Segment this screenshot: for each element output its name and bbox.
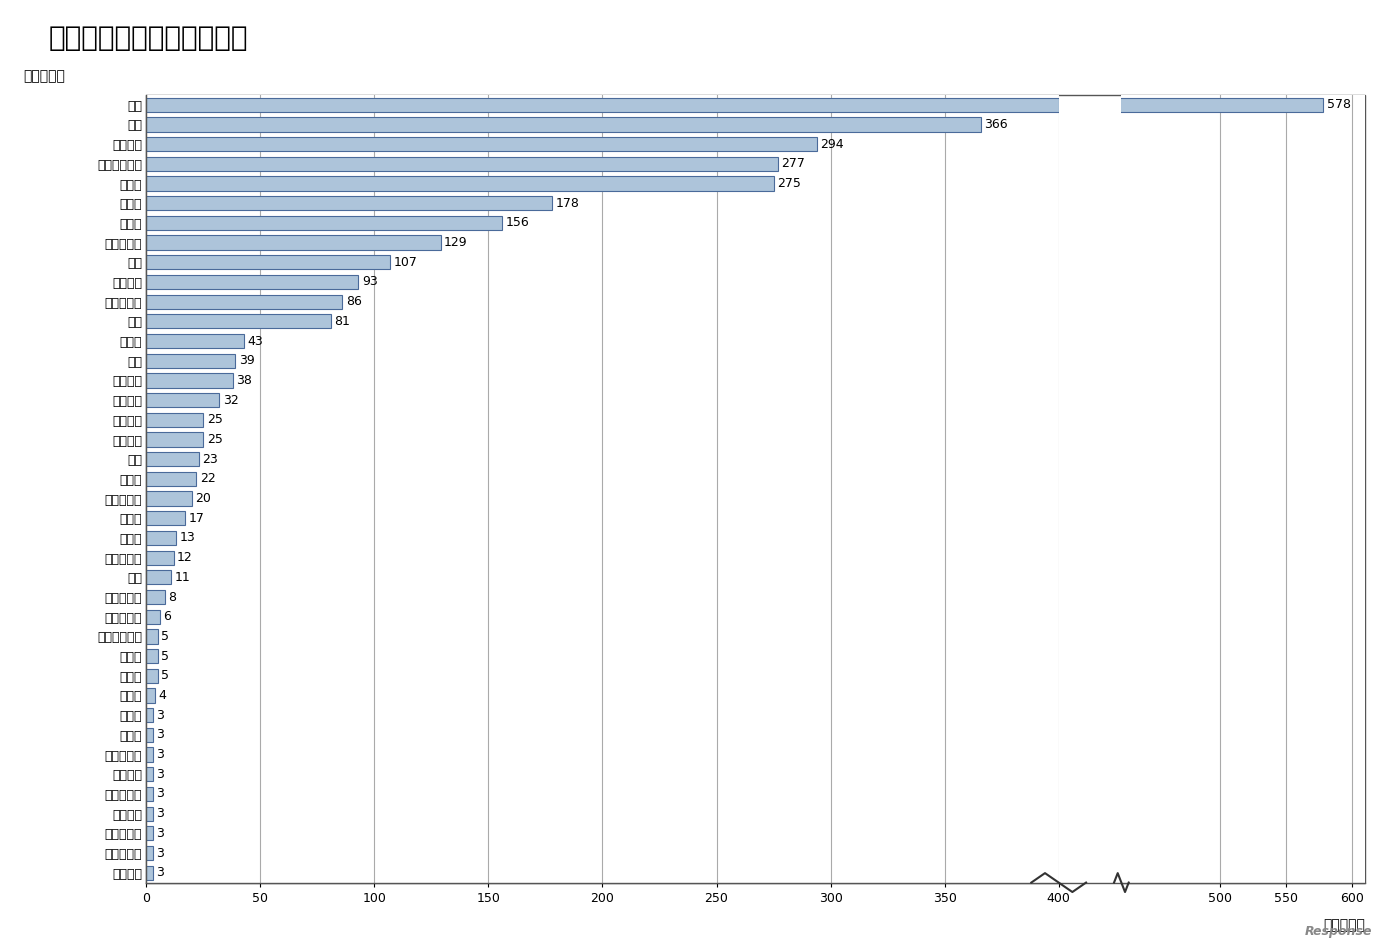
Text: 3: 3 (156, 709, 164, 721)
Text: 366: 366 (985, 118, 1009, 131)
Text: 3: 3 (156, 768, 164, 781)
Text: 39: 39 (238, 354, 255, 367)
Bar (146, 590, 164, 605)
Text: 3: 3 (156, 847, 164, 860)
Bar (561, 98, 1323, 112)
Text: 13: 13 (180, 531, 195, 545)
Bar (146, 748, 153, 762)
Text: 5: 5 (162, 669, 169, 682)
Text: 578: 578 (1328, 99, 1351, 111)
Bar (146, 215, 501, 230)
Bar (146, 98, 1059, 112)
Bar (146, 354, 235, 368)
Text: 12: 12 (177, 551, 192, 564)
Bar (146, 629, 157, 643)
Text: 20: 20 (195, 493, 212, 505)
Text: 3: 3 (156, 866, 164, 879)
Bar (146, 452, 199, 466)
Text: 8: 8 (169, 590, 176, 604)
Bar (146, 669, 157, 683)
Bar (146, 865, 153, 880)
Bar (146, 314, 332, 328)
Bar (146, 512, 185, 526)
Bar (146, 787, 153, 801)
Text: 275: 275 (777, 177, 801, 190)
Bar (146, 157, 779, 171)
Bar (146, 177, 773, 191)
Text: 23: 23 (202, 453, 217, 466)
Bar (146, 609, 160, 623)
Bar (146, 550, 174, 565)
Text: 178: 178 (556, 196, 579, 210)
Bar (146, 235, 440, 250)
Text: 156: 156 (506, 216, 529, 230)
Bar (146, 807, 153, 821)
Bar (146, 688, 156, 702)
Text: 38: 38 (237, 374, 252, 387)
Text: 25: 25 (206, 414, 223, 426)
Bar (146, 827, 153, 841)
Text: 3: 3 (156, 808, 164, 820)
Text: 277: 277 (781, 158, 805, 170)
Text: 3: 3 (156, 827, 164, 840)
Text: 86: 86 (345, 295, 362, 308)
Text: 5: 5 (162, 630, 169, 642)
Bar (146, 334, 244, 348)
Bar (146, 728, 153, 742)
Bar (146, 294, 343, 308)
Text: 5: 5 (162, 650, 169, 662)
Text: 25: 25 (206, 433, 223, 446)
Text: 43: 43 (248, 335, 263, 347)
Text: 107: 107 (394, 256, 418, 269)
Text: 81: 81 (334, 315, 350, 327)
Bar (146, 275, 358, 289)
Bar (146, 846, 153, 860)
Text: 294: 294 (820, 138, 844, 151)
Bar (146, 649, 157, 663)
Bar (146, 137, 816, 151)
Text: 129: 129 (444, 236, 468, 249)
Text: 4: 4 (159, 689, 167, 702)
Bar (146, 118, 981, 132)
Text: 3: 3 (156, 788, 164, 800)
Bar (146, 472, 196, 486)
Text: 3: 3 (156, 729, 164, 741)
Text: 93: 93 (362, 275, 378, 288)
Bar (146, 570, 171, 585)
Bar (146, 767, 153, 781)
Bar (146, 413, 203, 427)
Text: Response: Response (1305, 924, 1372, 938)
Text: 6: 6 (163, 610, 171, 623)
Text: （国　籍）: （国 籍） (24, 69, 65, 84)
Bar (146, 255, 390, 270)
Bar (146, 492, 192, 506)
Bar (146, 530, 176, 545)
Text: 3: 3 (156, 748, 164, 761)
Text: 船舶運航会社の国籍別内訳: 船舶運航会社の国籍別内訳 (49, 24, 248, 52)
Text: 22: 22 (199, 473, 216, 485)
Text: 17: 17 (188, 512, 205, 525)
Bar (146, 196, 552, 211)
Bar (146, 433, 203, 447)
Bar (146, 708, 153, 722)
Text: （隻　数）: （隻 数） (1323, 918, 1365, 932)
Bar (146, 393, 219, 407)
Text: 32: 32 (223, 394, 238, 406)
Text: 11: 11 (174, 571, 191, 584)
Bar (146, 373, 233, 387)
